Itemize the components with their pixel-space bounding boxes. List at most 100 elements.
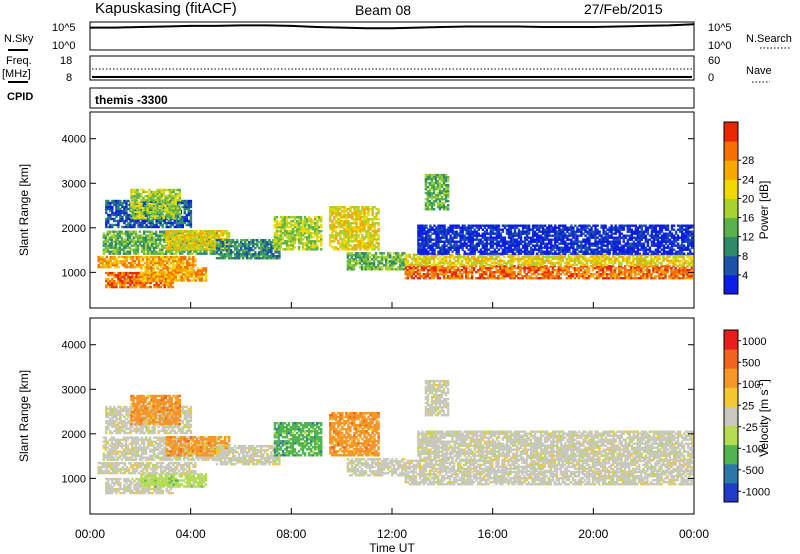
heatmap-cell — [337, 206, 340, 209]
heatmap-cell — [121, 271, 124, 275]
heatmap-cell — [343, 232, 346, 235]
heatmap-cell — [507, 255, 510, 259]
heatmap-cell — [277, 244, 281, 247]
heatmap-cell — [138, 194, 141, 198]
heatmap-cell — [169, 246, 172, 249]
heatmap-cell — [201, 238, 205, 241]
heatmap-cell — [114, 242, 118, 245]
heatmap-cell — [527, 275, 530, 278]
heatmap-cell — [156, 210, 159, 214]
heatmap-cell — [543, 269, 546, 272]
heatmap-cell — [107, 257, 111, 261]
heatmap-cell — [111, 257, 115, 261]
heatmap-cell — [188, 257, 191, 261]
heatmap-cell — [666, 271, 669, 274]
heatmap-cell — [361, 234, 364, 237]
heatmap-cell — [132, 216, 135, 220]
heatmap-cell — [130, 238, 134, 241]
heatmap-cell — [418, 275, 422, 278]
heatmap-cell — [339, 230, 342, 233]
heatmap-cell — [612, 275, 615, 278]
heatmap-cell — [254, 243, 257, 246]
heatmap-cell — [167, 283, 170, 287]
heatmap-cell — [130, 202, 133, 206]
heatmap-cell — [343, 238, 346, 241]
heatmap-cell — [179, 244, 182, 247]
heatmap-cell — [331, 228, 334, 231]
heatmap-cell — [672, 275, 675, 278]
heatmap-cell — [305, 220, 309, 223]
heatmap-cell — [605, 275, 609, 278]
heatmap-cell — [477, 257, 480, 261]
heatmap-cell — [301, 230, 305, 233]
heatmap-cell — [187, 234, 191, 237]
heatmap-cell — [428, 257, 432, 261]
heatmap-cell — [204, 275, 208, 278]
heatmap-cell — [646, 277, 649, 280]
heatmap-cell — [115, 223, 118, 227]
heatmap-cell — [320, 236, 323, 239]
heatmap-cell — [295, 222, 299, 225]
heatmap-cell — [173, 230, 177, 233]
heatmap-cell — [153, 223, 156, 227]
heatmap-cell — [121, 203, 124, 207]
heatmap-cell — [121, 205, 124, 209]
heatmap-cell — [154, 246, 158, 249]
heatmap-cell — [587, 269, 591, 272]
heatmap-cell — [351, 212, 354, 215]
heatmap-cell — [380, 268, 384, 271]
heatmap-cell — [609, 275, 613, 278]
heatmap-cell — [314, 232, 317, 235]
heatmap-cell — [399, 266, 402, 269]
heatmap-cell — [652, 265, 655, 268]
heatmap-cell — [169, 221, 172, 225]
heatmap-cell — [155, 275, 158, 279]
heatmap-cell — [303, 222, 307, 225]
heatmap-cell — [426, 261, 430, 265]
heatmap-cell — [278, 255, 281, 258]
heatmap-cell — [139, 281, 142, 285]
heatmap-cell — [646, 265, 649, 268]
heatmap-cell — [349, 228, 352, 231]
heatmap-cell — [159, 285, 162, 289]
heatmap-cell — [475, 277, 478, 280]
heatmap-cell — [125, 225, 128, 229]
heatmap-cell — [176, 255, 179, 259]
heatmap-cell — [365, 244, 368, 247]
heatmap-cell — [493, 271, 496, 274]
heatmap-cell — [612, 277, 615, 280]
heatmap-cell — [162, 188, 165, 192]
heatmap-cell — [684, 277, 687, 280]
heatmap-cell — [111, 205, 114, 209]
heatmap-cell — [236, 253, 239, 256]
heatmap-cell — [178, 261, 181, 265]
heatmap-cell — [539, 273, 542, 276]
heatmap-cell — [356, 262, 360, 265]
heatmap-cell — [353, 222, 356, 225]
heatmap-cell — [173, 238, 177, 241]
heatmap-cell — [262, 251, 265, 254]
heatmap-cell — [507, 267, 510, 270]
heatmap-cell — [355, 230, 358, 233]
heatmap-cell — [204, 269, 208, 272]
heatmap-cell — [187, 219, 191, 223]
heatmap-cell — [469, 265, 472, 268]
heatmap-cell — [194, 257, 197, 261]
heatmap-cell — [329, 206, 332, 209]
heatmap-cell — [371, 224, 374, 227]
heatmap-cell — [169, 248, 172, 251]
heatmap-cell — [366, 266, 370, 269]
heatmap-cell — [471, 255, 474, 259]
heatmap-cell — [452, 273, 456, 276]
heatmap-cell — [682, 271, 685, 274]
heatmap-cell — [105, 279, 108, 283]
heatmap-cell — [533, 269, 536, 272]
heatmap-cell — [146, 267, 149, 270]
heatmap-cell — [341, 232, 344, 235]
heatmap-cell — [256, 253, 259, 256]
heatmap-cell — [605, 267, 609, 270]
heatmap-cell — [179, 250, 182, 253]
heatmap-cell — [517, 273, 520, 276]
heatmap-cell — [170, 198, 173, 202]
heatmap-cell — [141, 221, 144, 225]
